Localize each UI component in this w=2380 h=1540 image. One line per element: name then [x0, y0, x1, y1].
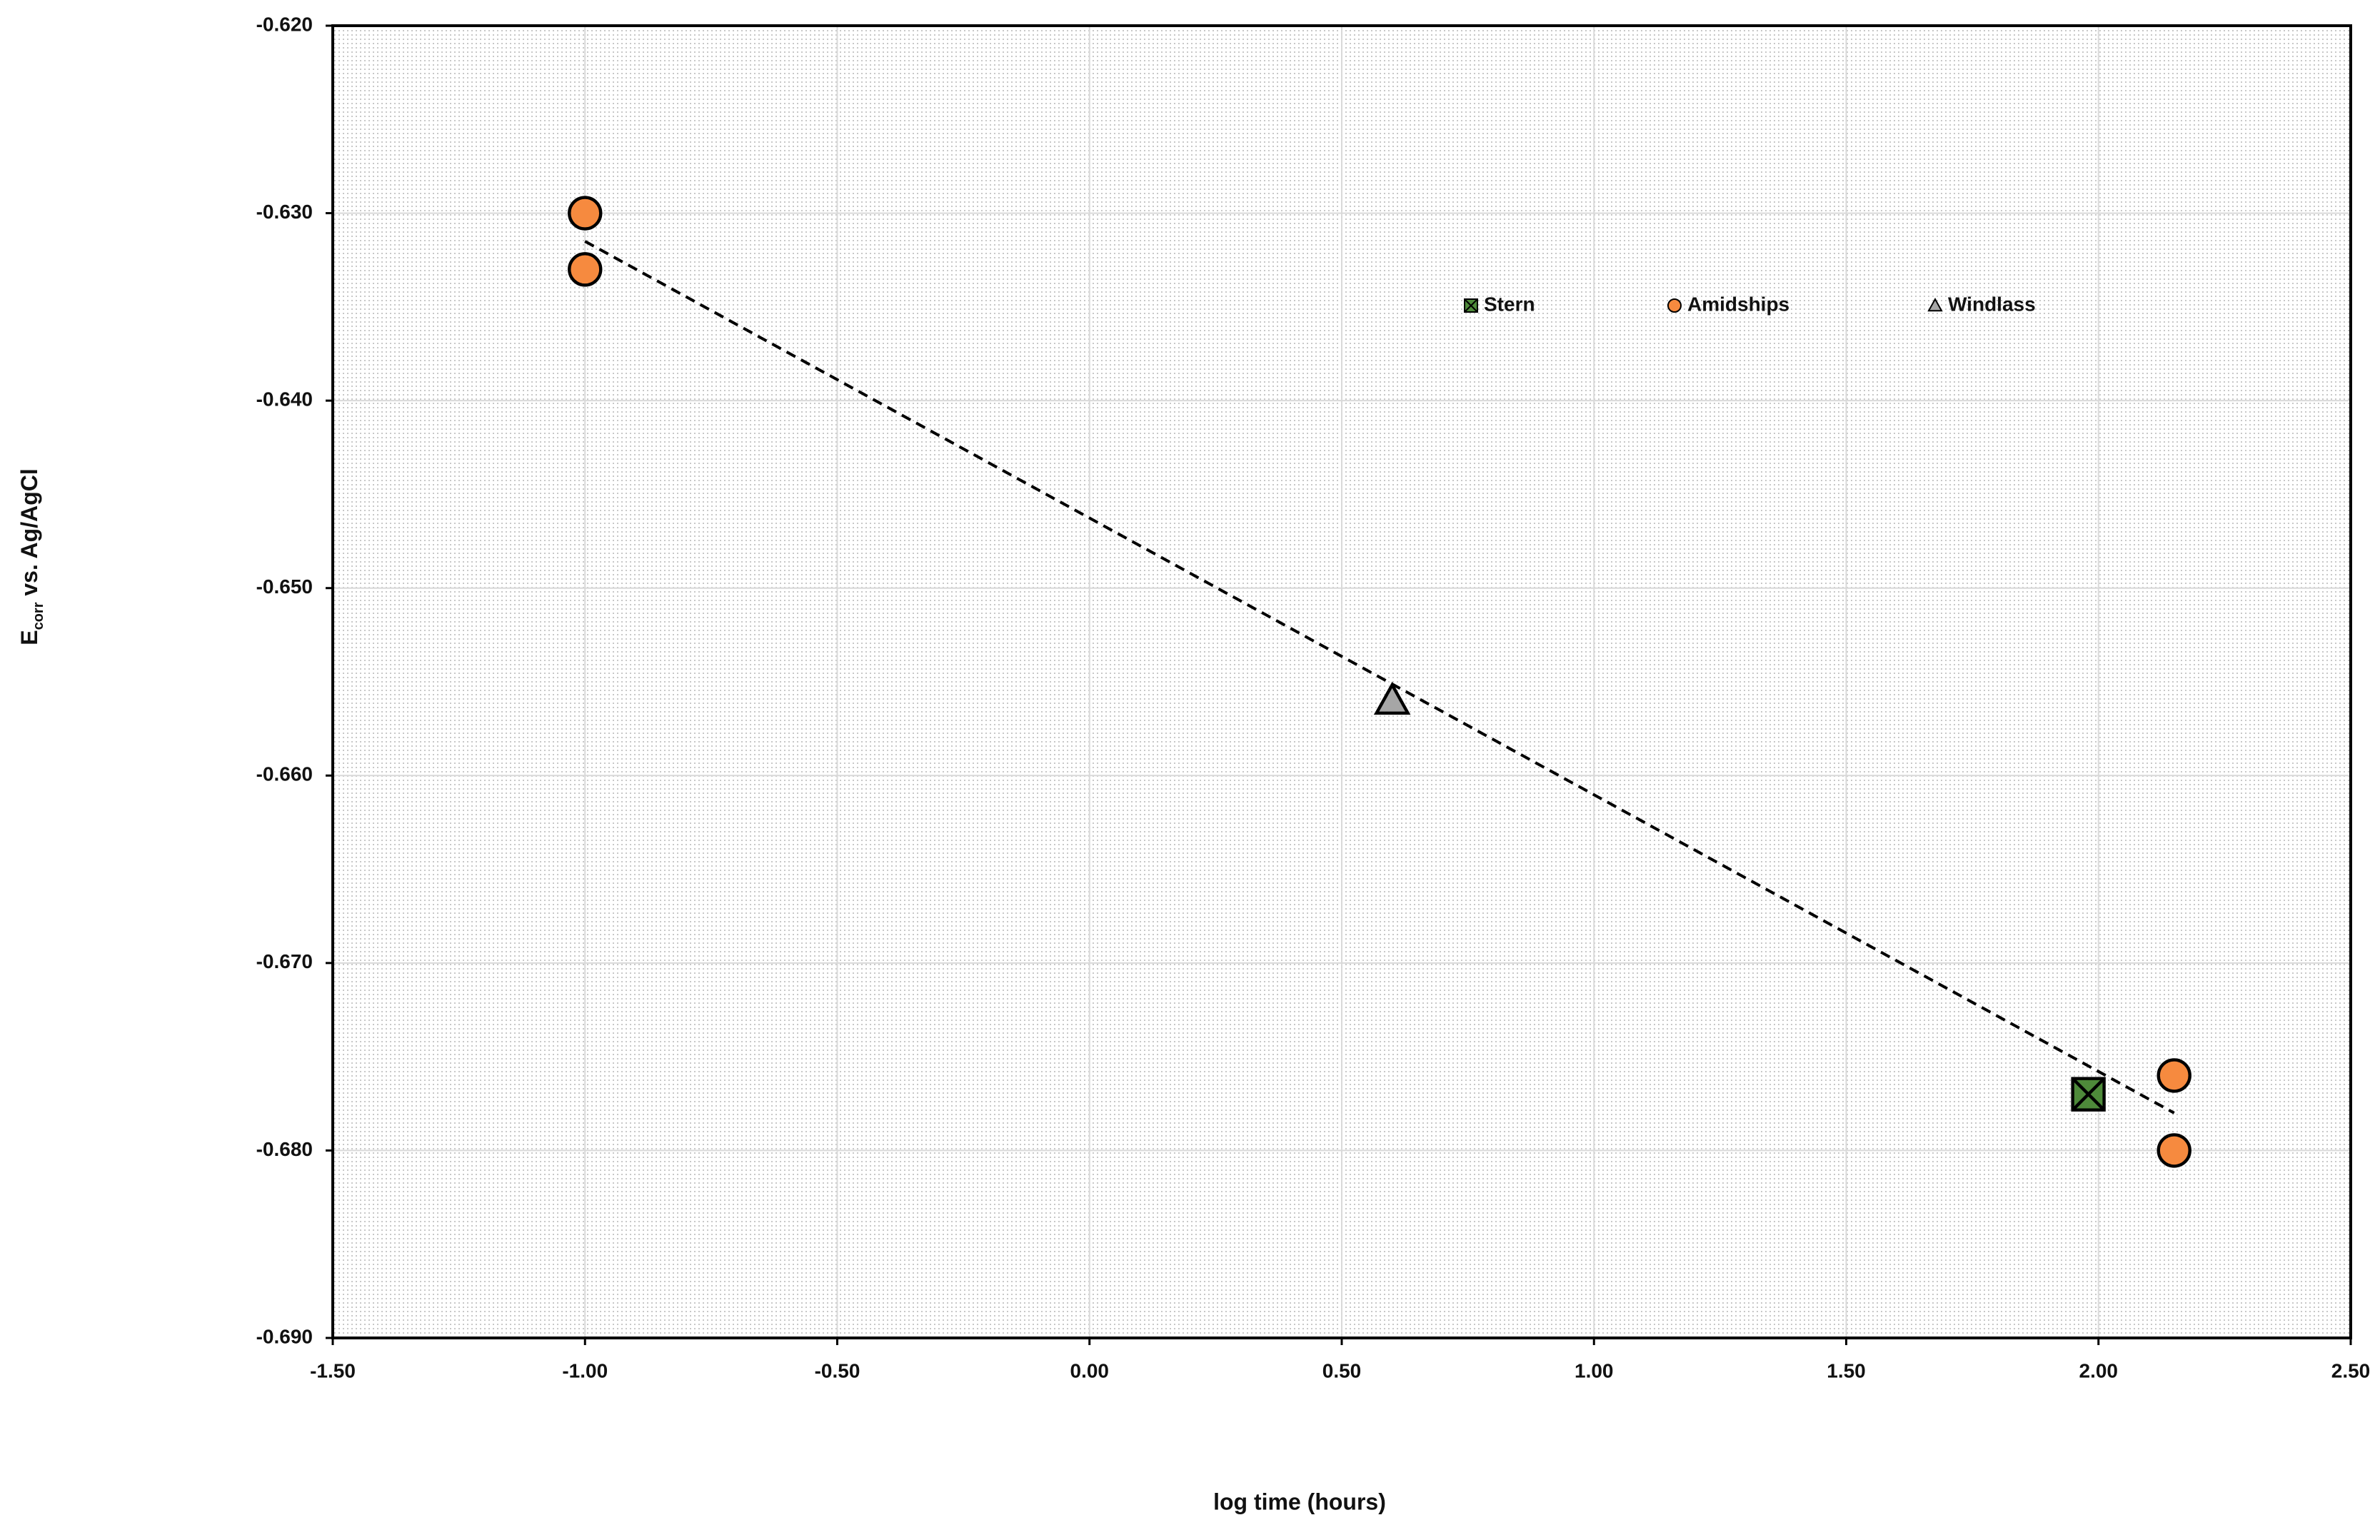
point [2156, 1058, 2191, 1093]
point [2156, 1133, 2191, 1168]
x-tick-label: 1.00 [1575, 1359, 1614, 1382]
point [1667, 298, 1682, 313]
point [568, 252, 603, 287]
y-tick-label: -0.660 [256, 763, 313, 785]
point-cross [2072, 1077, 2106, 1112]
legend-label: Windlass [1948, 293, 2036, 315]
legend-label: Stern [1484, 293, 1535, 315]
x-tick-label: 1.50 [1827, 1359, 1866, 1382]
y-tick-label: -0.680 [256, 1138, 313, 1160]
point [1373, 681, 1411, 715]
y-tick-label: -0.620 [256, 13, 313, 35]
y-label-main: E [16, 630, 42, 645]
x-tick-label: -0.50 [815, 1359, 860, 1382]
point-cross [1464, 298, 1478, 313]
x-axis-label: log time (hours) [1213, 1489, 1386, 1514]
y-axis-label: Ecorr vs. Ag/AgCl [16, 468, 46, 645]
point [1464, 298, 1478, 313]
point [2071, 1077, 2106, 1112]
x-tick-label: 0.50 [1322, 1359, 1362, 1382]
plot-border [331, 24, 2352, 1339]
y-tick-label: -0.650 [256, 575, 313, 598]
y-tick-label: -0.690 [256, 1325, 313, 1347]
x-tick-label: 0.00 [1070, 1359, 1110, 1382]
y-label-rest: vs. Ag/AgCl [16, 468, 42, 602]
x-tick-label: 2.00 [2079, 1359, 2119, 1382]
y-tick-label: -0.670 [256, 950, 313, 972]
point [1927, 297, 1943, 312]
y-label-sub: corr [31, 602, 46, 630]
point [568, 196, 603, 231]
x-tick-label: -1.50 [310, 1359, 356, 1382]
x-tick-label: 2.50 [2331, 1359, 2371, 1382]
y-tick-label: -0.630 [256, 201, 313, 223]
legend-label: Amidships [1687, 293, 1789, 315]
trend-line [584, 240, 2175, 1114]
y-tick-label: -0.640 [256, 388, 313, 411]
x-tick-label: -1.00 [562, 1359, 608, 1382]
